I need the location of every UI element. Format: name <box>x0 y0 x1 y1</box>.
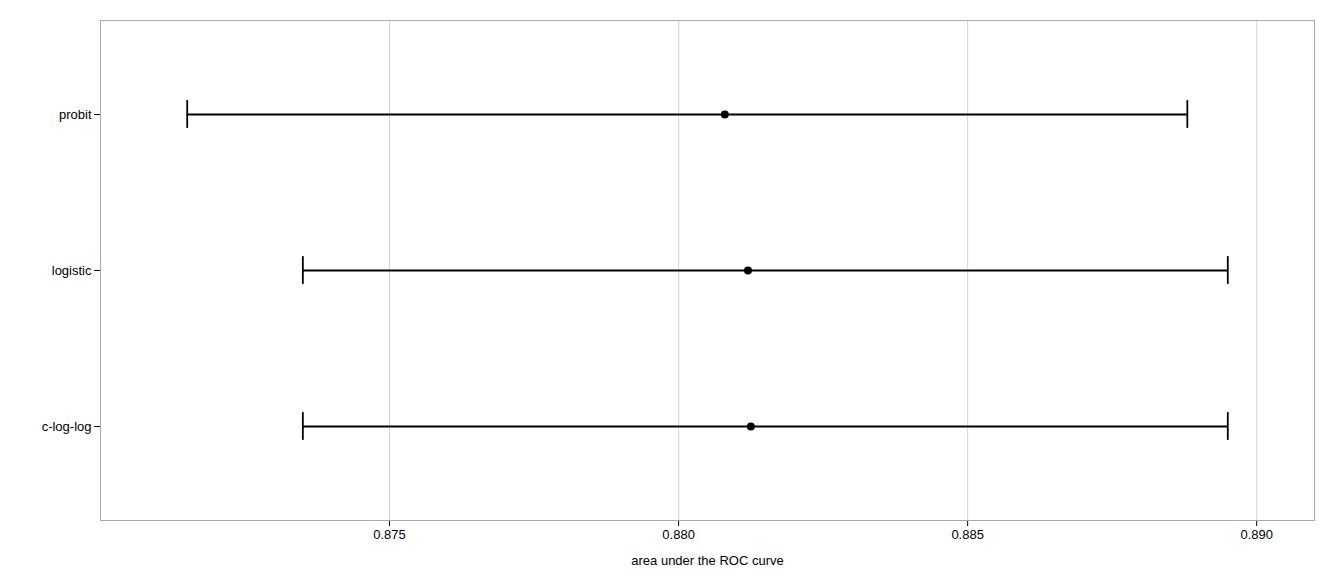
svg-text:area under the ROC curve: area under the ROC curve <box>631 553 783 568</box>
svg-text:logistic: logistic <box>52 263 92 278</box>
svg-text:0.875: 0.875 <box>373 527 406 542</box>
svg-text:0.890: 0.890 <box>1240 527 1273 542</box>
svg-text:0.885: 0.885 <box>951 527 984 542</box>
svg-text:0.880: 0.880 <box>662 527 695 542</box>
svg-text:c-log-log: c-log-log <box>42 419 92 434</box>
svg-text:probit: probit <box>59 107 92 122</box>
